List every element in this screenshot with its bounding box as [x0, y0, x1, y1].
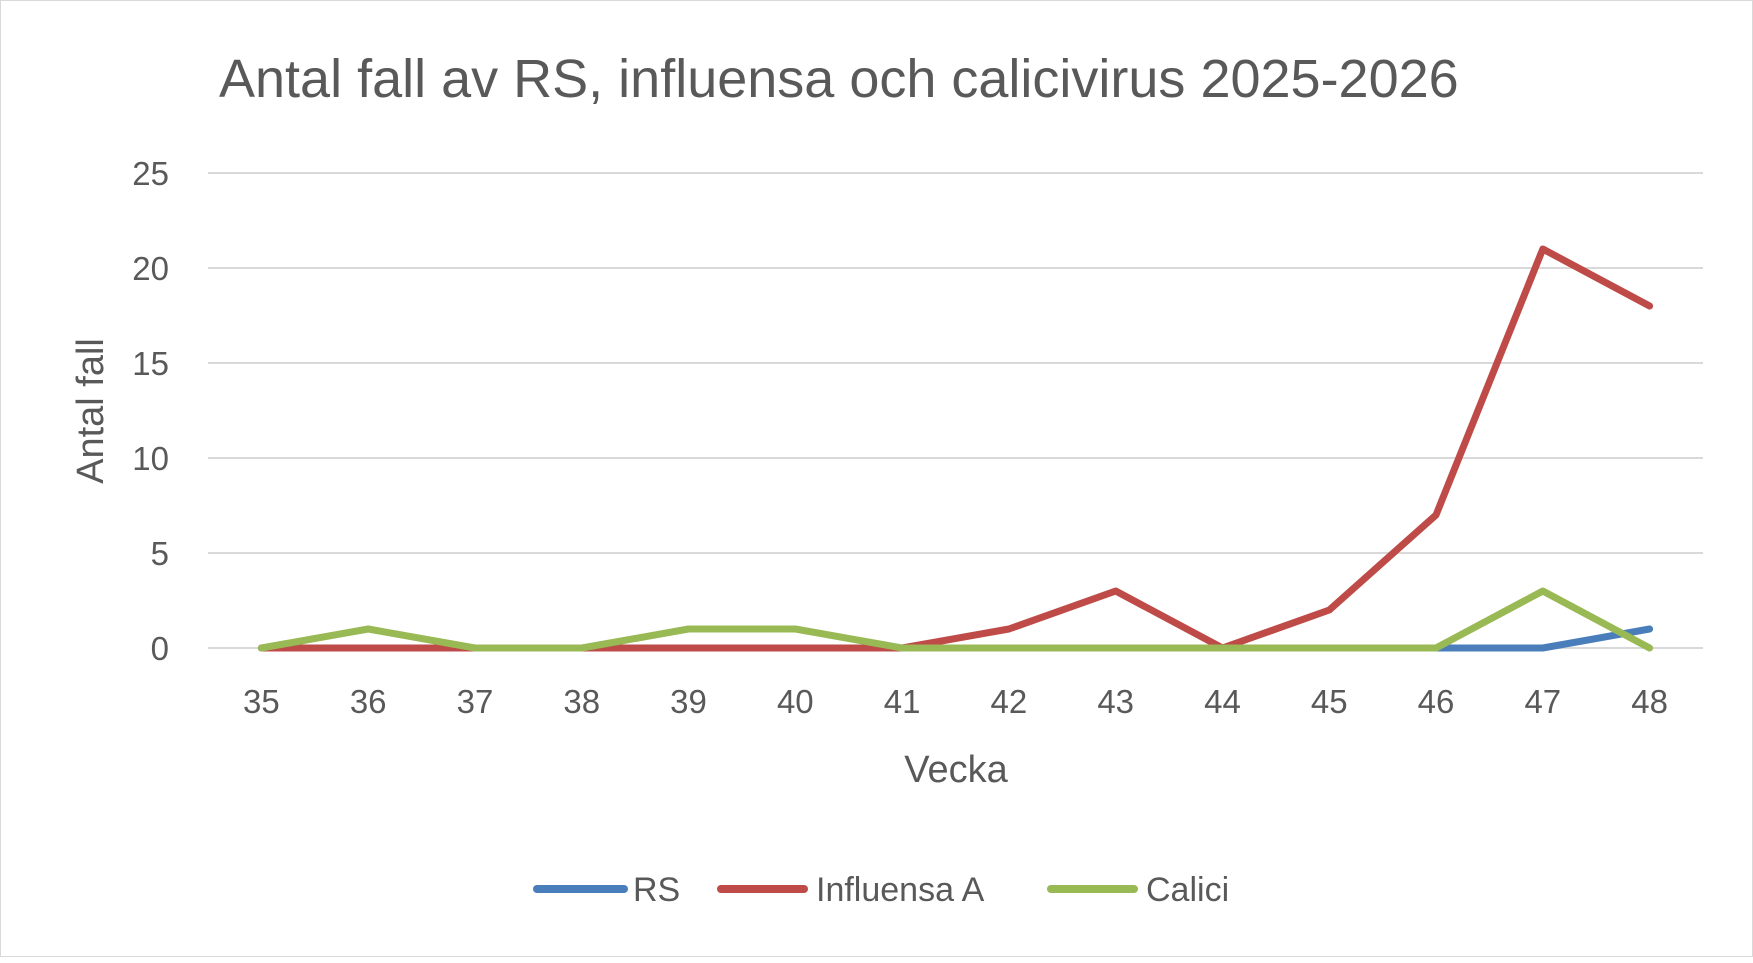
- x-tick-label: 40: [777, 683, 814, 720]
- x-tick-label: 35: [243, 683, 280, 720]
- x-axis-title: Vecka: [904, 749, 1008, 791]
- series-lines: [257, 245, 1654, 652]
- x-tick-label: 38: [563, 683, 600, 720]
- y-tick-label: 0: [151, 630, 169, 667]
- x-tick-label: 36: [350, 683, 387, 720]
- y-tick-label: 20: [132, 250, 169, 287]
- y-axis-title: Antal fall: [70, 338, 112, 484]
- y-tick-label: 15: [132, 345, 169, 382]
- legend-label-influensa-a: Influensa A: [816, 871, 985, 909]
- x-tick-label: 45: [1311, 683, 1348, 720]
- y-tick-label: 25: [132, 155, 169, 192]
- x-tick-label: 43: [1097, 683, 1134, 720]
- legend: RS Influensa A Calici: [533, 871, 1229, 909]
- x-tick-label: 41: [884, 683, 921, 720]
- y-axis-ticks: 0 5 10 15 20 25: [132, 155, 169, 667]
- x-tick-label: 39: [670, 683, 707, 720]
- x-axis-ticks: 35 36 37 38 39 40 41 42 43 44 45 46 47 48: [243, 683, 1668, 720]
- series-line-calici: [257, 587, 1654, 652]
- x-tick-label: 46: [1418, 683, 1455, 720]
- x-tick-label: 47: [1524, 683, 1561, 720]
- chart-title: Antal fall av RS, influensa och calicivi…: [219, 49, 1459, 109]
- x-tick-label: 42: [991, 683, 1028, 720]
- legend-label-calici: Calici: [1146, 871, 1229, 909]
- x-tick-label: 37: [457, 683, 494, 720]
- y-tick-label: 5: [151, 535, 169, 572]
- x-tick-label: 44: [1204, 683, 1241, 720]
- y-tick-label: 10: [132, 440, 169, 477]
- legend-label-rs: RS: [633, 871, 680, 909]
- series-line-influensa-a: [257, 245, 1654, 652]
- x-tick-label: 48: [1631, 683, 1668, 720]
